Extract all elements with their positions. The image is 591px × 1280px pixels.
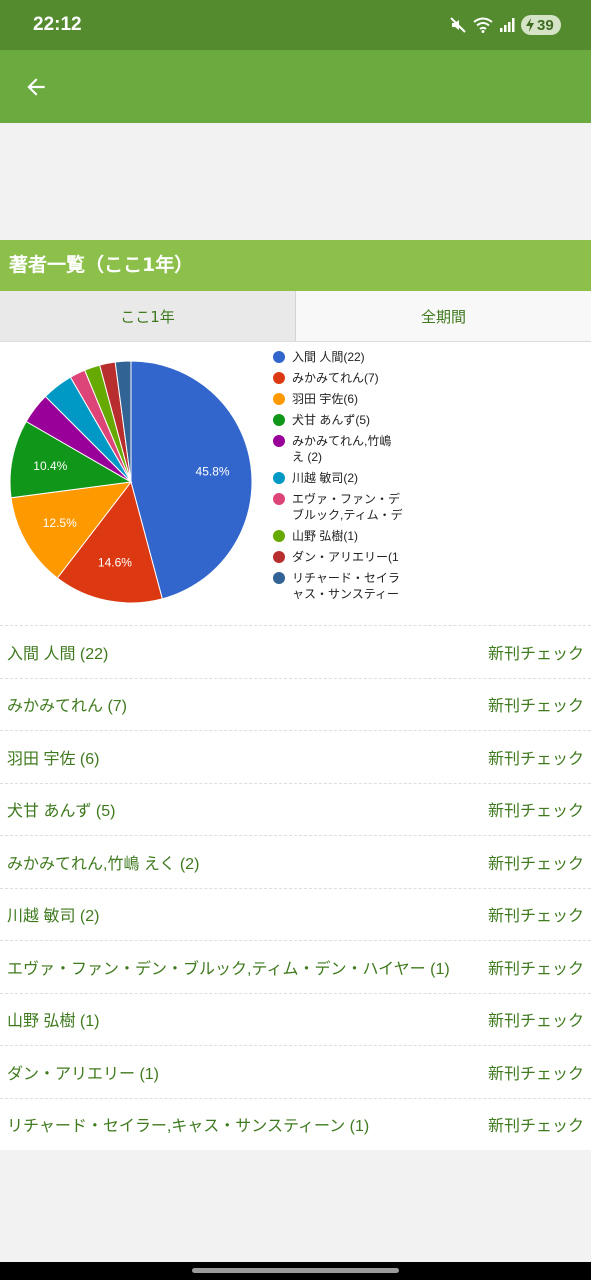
section-title: 著者一覧（ここ1年） bbox=[0, 240, 591, 291]
back-button[interactable] bbox=[18, 69, 54, 105]
author-row[interactable]: 山野 弘樹 (1) 新刊チェック bbox=[0, 992, 591, 1046]
legend-label: みかみてれん(7) bbox=[292, 371, 379, 385]
legend-color-dot bbox=[273, 435, 285, 447]
pie-slice[interactable] bbox=[114, 360, 132, 483]
battery-indicator: 39 bbox=[521, 15, 561, 35]
author-name-link[interactable]: エヴァ・ファン・デン・ブルック,ティム・デン・ハイヤー (1) bbox=[7, 960, 450, 978]
pie-slice-label: 10.4% bbox=[33, 459, 67, 473]
legend-item: 犬甘 あんず(5) bbox=[273, 412, 405, 428]
legend-item: エヴァ・ファン・デ ブルック,ティム・デ bbox=[273, 491, 405, 523]
legend-label: エヴァ・ファン・デ ブルック,ティム・デ bbox=[292, 492, 403, 522]
author-pie-chart: 45.8% 14.6% 12.5% 10.4% 入間 人間(22) みかみてれん(7) 羽… bbox=[0, 342, 591, 625]
new-release-check-link[interactable]: 新刊チェック bbox=[487, 1118, 584, 1136]
pie-slice[interactable] bbox=[9, 420, 133, 499]
navigation-bar bbox=[0, 1262, 591, 1280]
new-release-check-link[interactable]: 新刊チェック bbox=[487, 960, 584, 978]
legend-label: 入間 人間(22) bbox=[292, 350, 365, 364]
status-bar: 22:12 39 bbox=[0, 0, 591, 50]
wifi-icon bbox=[473, 17, 493, 33]
legend-color-dot bbox=[273, 472, 285, 484]
legend-color-dot bbox=[273, 493, 285, 505]
author-name-link[interactable]: みかみてれん,竹嶋 えく (2) bbox=[7, 855, 200, 873]
author-row[interactable]: ダン・アリエリー (1) 新刊チェック bbox=[0, 1045, 591, 1098]
pie-slice-label: 45.8% bbox=[196, 464, 230, 478]
legend-item: ダン・アリエリー(1 bbox=[273, 549, 405, 565]
author-name-link[interactable]: 川越 敏司 (2) bbox=[7, 908, 100, 926]
status-icons: 39 bbox=[449, 13, 561, 37]
legend-color-dot bbox=[273, 572, 285, 584]
author-row[interactable]: 入間 人間 (22) 新刊チェック bbox=[0, 625, 591, 678]
legend-label: 犬甘 あんず(5) bbox=[292, 413, 371, 427]
author-list: 入間 人間 (22) 新刊チェック みかみてれん (7) 新刊チェック 羽田 宇佐 (6… bbox=[0, 625, 591, 1150]
chart-legend: 入間 人間(22) みかみてれん(7) 羽田 宇佐(6) 犬甘 あんず(5) みかみてれ… bbox=[273, 349, 405, 607]
new-release-check-link[interactable]: 新刊チェック bbox=[487, 855, 584, 873]
author-row[interactable]: リチャード・セイラー,キャス・サンスティーン (1) 新刊チェック bbox=[0, 1097, 591, 1151]
arrow-left-icon bbox=[27, 78, 45, 96]
pie-slice[interactable] bbox=[56, 480, 163, 604]
status-time: 22:12 bbox=[33, 14, 82, 35]
author-name-link[interactable]: リチャード・セイラー,キャス・サンスティーン (1) bbox=[7, 1118, 370, 1136]
legend-label: リチャード・セイラ ャス・サンスティー bbox=[292, 571, 400, 601]
app-bar bbox=[0, 50, 591, 123]
home-handle[interactable] bbox=[192, 1268, 399, 1273]
legend-item: 羽田 宇佐(6) bbox=[273, 391, 405, 407]
mute-icon bbox=[449, 16, 467, 34]
pie-slice-label: 14.6% bbox=[98, 556, 132, 570]
author-name-link[interactable]: みかみてれん (7) bbox=[7, 698, 128, 716]
author-name-link[interactable]: 犬甘 あんず (5) bbox=[7, 803, 116, 821]
legend-color-dot bbox=[273, 530, 285, 542]
author-row[interactable]: エヴァ・ファン・デン・ブルック,ティム・デン・ハイヤー (1) 新刊チェック bbox=[0, 940, 591, 993]
ad-banner-area bbox=[0, 123, 591, 240]
new-release-check-link[interactable]: 新刊チェック bbox=[487, 803, 584, 821]
author-name-link[interactable]: 羽田 宇佐 (6) bbox=[7, 750, 100, 768]
legend-item: みかみてれん,竹嶋 え (2) bbox=[273, 433, 405, 465]
signal-icon bbox=[499, 17, 515, 33]
author-row[interactable]: 川越 敏司 (2) 新刊チェック bbox=[0, 887, 591, 941]
new-release-check-link[interactable]: 新刊チェック bbox=[487, 908, 584, 926]
legend-item: 川越 敏司(2) bbox=[273, 470, 405, 486]
tab-all-time[interactable]: 全期間 bbox=[296, 291, 591, 341]
new-release-check-link[interactable]: 新刊チェック bbox=[487, 1065, 584, 1083]
legend-color-dot bbox=[273, 551, 285, 563]
legend-item: 入間 人間(22) bbox=[273, 349, 405, 365]
new-release-check-link[interactable]: 新刊チェック bbox=[487, 750, 584, 768]
author-row[interactable]: 犬甘 あんず (5) 新刊チェック bbox=[0, 782, 591, 836]
legend-color-dot bbox=[273, 414, 285, 426]
legend-item: リチャード・セイラ ャス・サンスティー bbox=[273, 570, 405, 602]
pie-slice-label: 12.5% bbox=[43, 516, 77, 530]
author-row[interactable]: みかみてれん,竹嶋 えく (2) 新刊チェック bbox=[0, 835, 591, 888]
author-name-link[interactable]: 入間 人間 (22) bbox=[7, 645, 109, 663]
legend-label: みかみてれん,竹嶋 え (2) bbox=[292, 434, 392, 464]
pie-slice[interactable] bbox=[130, 360, 253, 600]
new-release-check-link[interactable]: 新刊チェック bbox=[487, 698, 584, 716]
new-release-check-link[interactable]: 新刊チェック bbox=[487, 645, 584, 663]
pie-chart-svg: 45.8% 14.6% 12.5% 10.4% bbox=[9, 360, 253, 604]
period-tabs: ここ1年 全期間 bbox=[0, 291, 591, 342]
legend-color-dot bbox=[273, 351, 285, 363]
new-release-check-link[interactable]: 新刊チェック bbox=[487, 1013, 584, 1031]
legend-color-dot bbox=[273, 393, 285, 405]
tab-past-year[interactable]: ここ1年 bbox=[0, 291, 296, 341]
pie-slice[interactable] bbox=[10, 481, 133, 579]
charging-icon bbox=[526, 18, 534, 32]
battery-level: 39 bbox=[537, 16, 554, 34]
legend-label: 川越 敏司(2) bbox=[292, 471, 359, 485]
legend-item: 山野 弘樹(1) bbox=[273, 528, 405, 544]
legend-label: ダン・アリエリー(1 bbox=[292, 550, 399, 564]
author-name-link[interactable]: ダン・アリエリー (1) bbox=[7, 1065, 160, 1083]
legend-item: みかみてれん(7) bbox=[273, 370, 405, 386]
legend-label: 羽田 宇佐(6) bbox=[292, 392, 359, 406]
author-row[interactable]: みかみてれん (7) 新刊チェック bbox=[0, 677, 591, 731]
author-name-link[interactable]: 山野 弘樹 (1) bbox=[7, 1013, 100, 1031]
author-row[interactable]: 羽田 宇佐 (6) 新刊チェック bbox=[0, 730, 591, 783]
legend-label: 山野 弘樹(1) bbox=[292, 529, 359, 543]
legend-color-dot bbox=[273, 372, 285, 384]
